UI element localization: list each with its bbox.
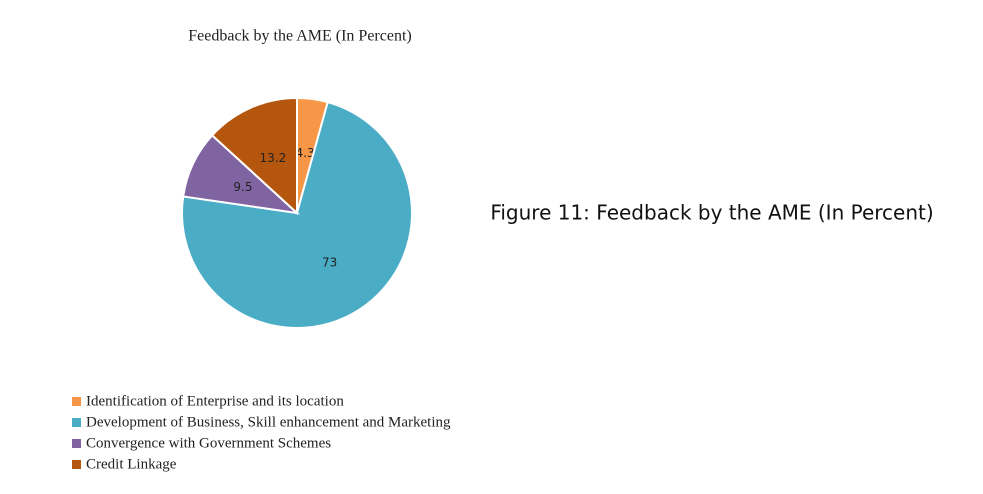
legend-swatch — [72, 460, 81, 469]
data-label: 73 — [322, 256, 337, 270]
legend-label: Convergence with Government Schemes — [86, 435, 331, 451]
data-label: 4.3 — [296, 146, 315, 160]
legend-swatch — [72, 418, 81, 427]
pie-slice — [181, 100, 413, 329]
legend-label: Development of Business, Skill enhanceme… — [86, 414, 451, 430]
pie-slice — [210, 96, 298, 216]
data-label: 9.5 — [233, 180, 252, 194]
legend-label: Identification of Enterprise and its loc… — [86, 393, 344, 409]
legend-label: Credit Linkage — [86, 456, 177, 472]
legend-swatch — [72, 439, 81, 448]
figure-caption: Figure 11: Feedback by the AME (In Perce… — [490, 201, 933, 225]
legend-swatch — [72, 397, 81, 406]
data-label: 13.2 — [260, 151, 287, 165]
chart-title: Feedback by the AME (In Percent) — [188, 28, 411, 45]
